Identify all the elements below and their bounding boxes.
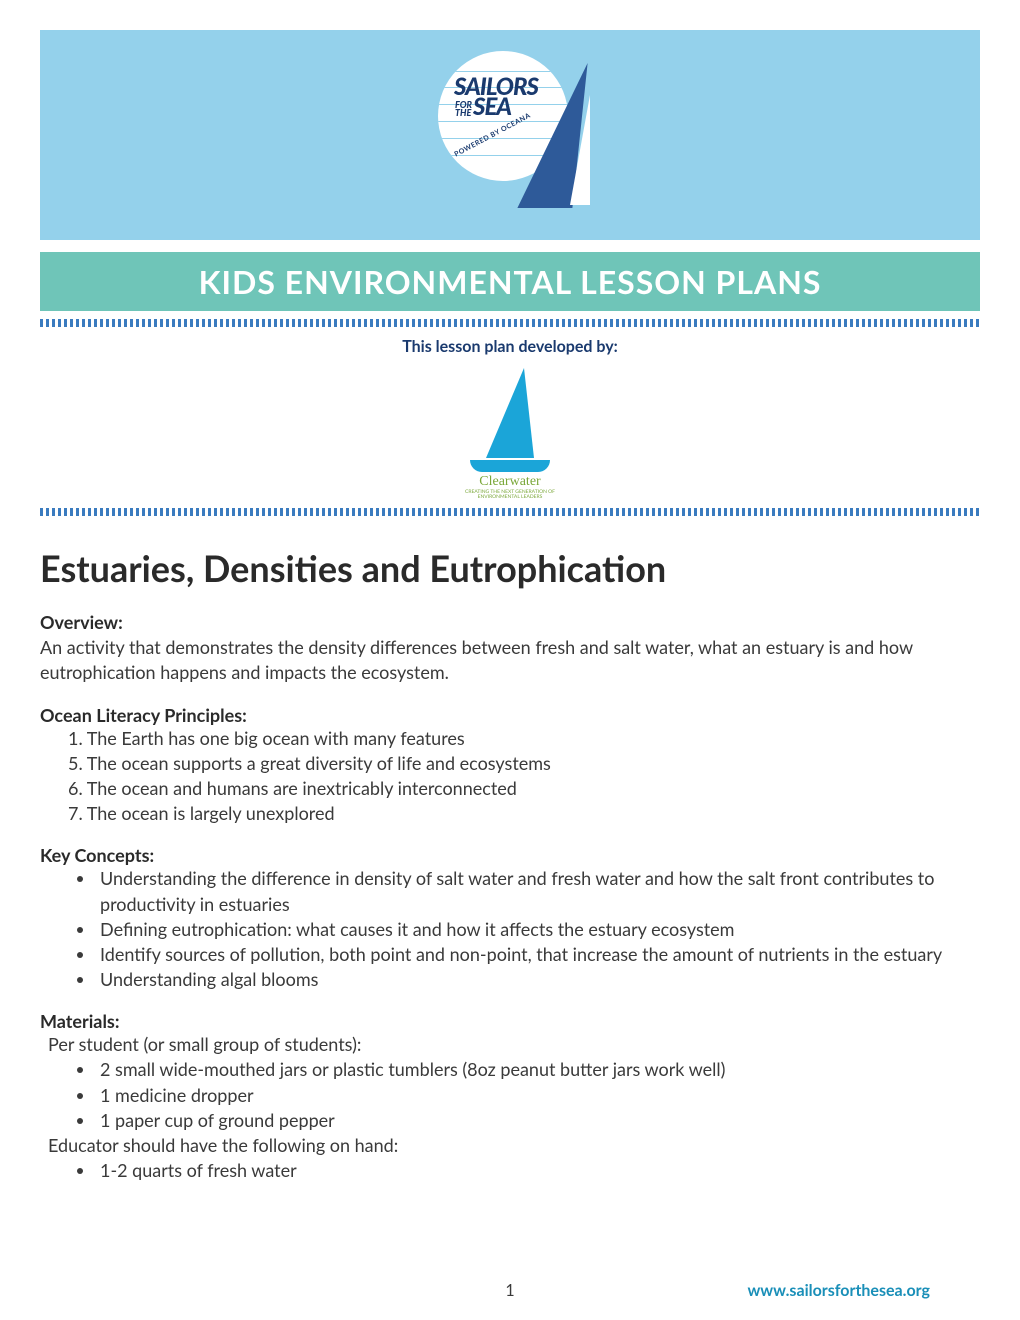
materials-student-intro: Per student (or small group of students)…	[40, 1032, 980, 1057]
page-footer: 1 www.sailorsforthesea.org	[0, 1281, 1020, 1300]
sailors-for-the-sea-logo: SAILORS FORTHE SEA POWERED BY OCEANA	[420, 45, 600, 225]
footer-url-link[interactable]: www.sailorsforthesea.org	[747, 1281, 930, 1300]
principles-section: Ocean Literacy Principles: 1. The Earth …	[40, 704, 980, 827]
concept-item: Defining eutrophication: what causes it …	[96, 917, 980, 942]
materials-educator-intro: Educator should have the following on ha…	[40, 1133, 980, 1158]
materials-label: Materials:	[40, 1010, 980, 1032]
principle-item: 5. The ocean supports a great diversity …	[68, 751, 980, 776]
clearwater-hull-icon	[470, 460, 550, 472]
secondary-logo-wrap: Clearwater CREATING THE NEXT GENERATION …	[40, 368, 980, 500]
clearwater-name: Clearwater	[455, 474, 565, 490]
page-header-wrap: SAILORS FORTHE SEA POWERED BY OCEANA KID…	[0, 0, 1020, 516]
page-number: 1	[505, 1281, 514, 1300]
clearwater-logo: Clearwater CREATING THE NEXT GENERATION …	[455, 368, 565, 500]
material-item: 1-2 quarts of fresh water	[96, 1158, 980, 1183]
materials-educator-list: 1-2 quarts of fresh water	[40, 1158, 980, 1183]
overview-section: Overview: An activity that demonstrates …	[40, 610, 980, 686]
principles-label: Ocean Literacy Principles:	[40, 704, 980, 726]
concept-item: Identify sources of pollution, both poin…	[96, 942, 980, 967]
developed-by-label: This lesson plan developed by:	[40, 337, 980, 356]
clearwater-sub: CREATING THE NEXT GENERATION OF ENVIRONM…	[455, 490, 565, 500]
clearwater-sail-icon	[486, 368, 534, 458]
overview-text: An activity that demonstrates the densit…	[40, 636, 913, 683]
sail-shape-2	[570, 95, 590, 205]
material-item: 1 paper cup of ground pepper	[96, 1108, 980, 1133]
principle-item: 6. The ocean and humans are inextricably…	[68, 776, 980, 801]
dotted-divider-top	[40, 319, 980, 327]
principle-item: 1. The Earth has one big ocean with many…	[68, 726, 980, 751]
concept-item: Understanding the difference in density …	[96, 866, 980, 916]
logo-banner: SAILORS FORTHE SEA POWERED BY OCEANA	[40, 30, 980, 240]
overview-label: Overview:	[40, 611, 123, 633]
concepts-label: Key Concepts:	[40, 844, 980, 866]
document-content: Estuaries, Densities and Eutrophication …	[0, 516, 1020, 1183]
materials-student-list: 2 small wide-mouthed jars or plastic tum…	[40, 1057, 980, 1133]
principles-list: 1. The Earth has one big ocean with many…	[40, 726, 980, 827]
concept-item: Understanding algal blooms	[96, 967, 980, 992]
material-item: 1 medicine dropper	[96, 1083, 980, 1108]
concepts-list: Understanding the difference in density …	[40, 866, 980, 992]
dotted-divider-bottom	[40, 508, 980, 516]
document-title: Estuaries, Densities and Eutrophication	[40, 546, 980, 590]
principle-item: 7. The ocean is largely unexplored	[68, 801, 980, 826]
logo-for-the: FORTHE	[455, 101, 472, 117]
concepts-section: Key Concepts: Understanding the differen…	[40, 844, 980, 992]
materials-section: Materials: Per student (or small group o…	[40, 1010, 980, 1183]
material-item: 2 small wide-mouthed jars or plastic tum…	[96, 1057, 980, 1082]
title-bar: KIDS ENVIRONMENTAL LESSON PLANS	[40, 252, 980, 311]
logo-sea: SEA	[473, 92, 511, 121]
